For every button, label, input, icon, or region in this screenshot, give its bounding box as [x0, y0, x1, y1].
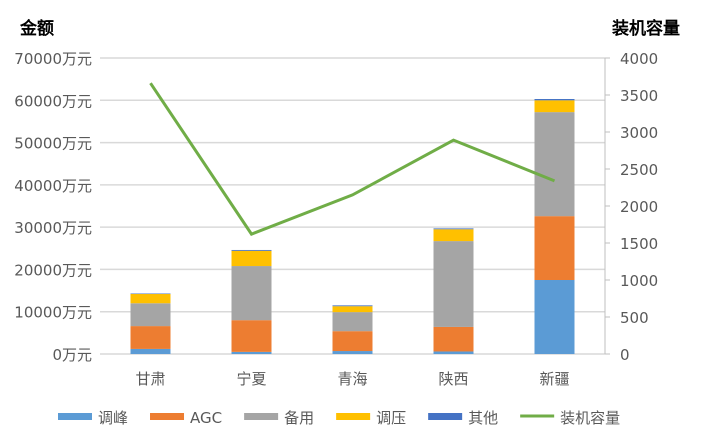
line-series — [149, 82, 556, 236]
right-tick-label: 1500 — [620, 235, 658, 253]
left-axis-title: 金额 — [19, 18, 54, 39]
right-tick-label: 500 — [620, 309, 649, 327]
bar-备用 — [534, 112, 575, 217]
legend-swatch — [428, 413, 463, 420]
legend-label: 其他 — [468, 409, 498, 427]
bar-调峰 — [433, 351, 474, 354]
legend-swatch — [244, 413, 279, 420]
bar-其他 — [130, 293, 171, 295]
bar-调峰 — [534, 280, 575, 354]
bar-AGC — [433, 326, 474, 352]
legend-label: 备用 — [284, 409, 314, 427]
legend-label: 调压 — [376, 409, 406, 427]
bar-其他 — [332, 305, 373, 307]
bar-备用 — [130, 303, 171, 327]
bar-备用 — [231, 266, 272, 321]
left-tick-label: 50000万元 — [14, 135, 92, 153]
bar-备用 — [332, 312, 373, 332]
left-tick-label: 0万元 — [52, 346, 92, 364]
left-tick-label: 10000万元 — [14, 304, 92, 322]
bar-AGC — [332, 331, 373, 352]
bar-调压 — [433, 229, 474, 242]
bar-调压 — [332, 306, 373, 313]
right-axis-title: 装机容量 — [611, 18, 680, 39]
legend-label: 装机容量 — [560, 409, 620, 427]
right-tick-label: 4000 — [620, 50, 658, 68]
category-label: 新疆 — [539, 370, 569, 388]
left-tick-label: 60000万元 — [14, 92, 92, 110]
left-tick-label: 70000万元 — [14, 50, 92, 68]
bar-其他 — [534, 99, 575, 101]
bar-调压 — [231, 250, 272, 267]
legend-swatch — [150, 413, 185, 420]
category-label: 陕西 — [438, 370, 468, 388]
bar-AGC — [534, 216, 575, 280]
right-tick-label: 3000 — [620, 124, 658, 142]
category-label: 甘肃 — [135, 370, 165, 388]
right-tick-label: 2000 — [620, 198, 658, 216]
bar-调压 — [130, 293, 171, 304]
bar-其他 — [433, 228, 474, 230]
legend-swatch — [58, 413, 92, 420]
bar-AGC — [130, 326, 171, 349]
right-tick-label: 3500 — [620, 87, 658, 105]
bar-AGC — [231, 320, 272, 352]
left-tick-label: 20000万元 — [14, 261, 92, 279]
left-tick-label: 40000万元 — [14, 177, 92, 195]
category-label: 青海 — [337, 370, 367, 388]
bar-备用 — [433, 241, 474, 327]
legend-label: 调峰 — [98, 409, 128, 427]
bar-调压 — [534, 100, 575, 113]
right-tick-label: 1000 — [620, 272, 658, 290]
category-label: 宁夏 — [236, 370, 266, 388]
legend-label: AGC — [190, 409, 222, 427]
left-tick-label: 30000万元 — [14, 219, 92, 237]
legend-swatch — [336, 413, 371, 420]
bar-调峰 — [332, 351, 373, 354]
right-tick-label: 0 — [620, 346, 630, 364]
bar-调峰 — [130, 348, 171, 354]
right-tick-label: 2500 — [620, 161, 658, 179]
bar-其他 — [231, 249, 272, 251]
bar-调峰 — [231, 351, 272, 354]
